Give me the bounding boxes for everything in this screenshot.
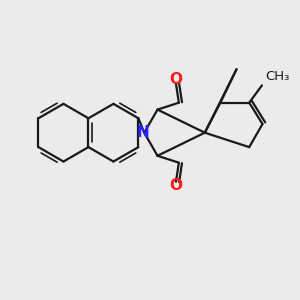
Text: O: O: [169, 72, 182, 87]
Text: O: O: [169, 178, 182, 193]
Text: CH₃: CH₃: [265, 70, 289, 83]
Text: N: N: [136, 125, 149, 140]
